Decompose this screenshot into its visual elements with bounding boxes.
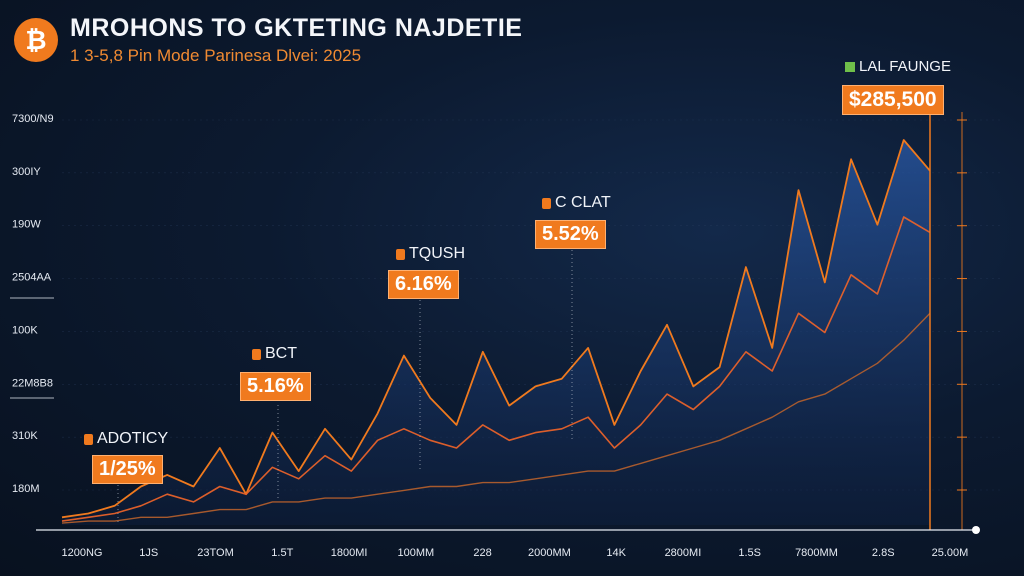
series-lines bbox=[61, 139, 931, 524]
annotation-label-text: TQUSH bbox=[409, 245, 465, 262]
y-tick-label: 100K bbox=[12, 324, 38, 336]
bitcoin-logo-icon: ₿ bbox=[14, 18, 58, 62]
annotation-value-1: 1/25% bbox=[92, 455, 163, 484]
tag-icon bbox=[396, 248, 405, 260]
flag-icon bbox=[845, 61, 855, 72]
marker-lines bbox=[117, 112, 967, 530]
tag-icon bbox=[252, 348, 261, 360]
annotation-label-text: BCT bbox=[265, 345, 297, 362]
tag-icon bbox=[542, 197, 551, 209]
y-tick-label: 22M8B8 bbox=[12, 377, 53, 389]
x-tick-label: 2.8S bbox=[872, 547, 895, 559]
price-label: LAL FAUNGE bbox=[845, 58, 951, 75]
x-tick-label: 14K bbox=[606, 547, 626, 559]
annotation-value-3: 6.16% bbox=[388, 270, 459, 299]
series-line bbox=[61, 312, 931, 524]
price-badge: $285,500 bbox=[842, 85, 944, 115]
area-fill bbox=[62, 140, 930, 525]
y-axis-ticks: 7300/N9 300IY 190W 2504AA 100K 22M8B8 310K 180M bbox=[12, 113, 54, 495]
price-label-text: LAL FAUNGE bbox=[859, 58, 951, 75]
x-tick-label: 7800MM bbox=[795, 547, 838, 559]
x-axis-ticks: 1200NG 1JS 23TOM 1.5T 1800MI 100MM 228 2000MM 14… bbox=[62, 547, 969, 559]
axes bbox=[10, 297, 980, 534]
annotation-label-1: ADOTICY bbox=[84, 430, 168, 448]
annotation-label-3: TQUSH bbox=[396, 245, 465, 263]
x-tick-label: 23TOM bbox=[197, 547, 233, 559]
x-tick-label: 2800MI bbox=[665, 547, 702, 559]
x-tick-label: 1200NG bbox=[62, 547, 103, 559]
bitcoin-glyph: ₿ bbox=[25, 25, 47, 56]
y-tick-label: 2504AA bbox=[12, 272, 52, 284]
x-tick-label: 25.00M bbox=[932, 547, 969, 559]
annotation-value-4: 5.52% bbox=[535, 220, 606, 249]
annotation-label-4: C CLAT bbox=[542, 194, 611, 212]
x-tick-label: 1800MI bbox=[331, 547, 368, 559]
chart-title: MROHONS TO GKTETING NAJDETIE bbox=[70, 14, 523, 42]
tag-icon bbox=[84, 433, 93, 445]
y-tick-label: 190W bbox=[12, 219, 41, 231]
x-axis-end-dot bbox=[972, 526, 980, 534]
annotation-label-2: BCT bbox=[252, 345, 297, 363]
x-tick-label: 1.5T bbox=[271, 547, 293, 559]
annotation-value-2: 5.16% bbox=[240, 372, 311, 401]
x-tick-label: 228 bbox=[473, 547, 491, 559]
y-tick-label: 180M bbox=[12, 483, 40, 495]
y-tick-label: 7300/N9 bbox=[12, 113, 54, 125]
series-line bbox=[61, 139, 931, 519]
x-tick-label: 1.5S bbox=[738, 547, 761, 559]
x-tick-label: 2000MM bbox=[528, 547, 571, 559]
y-tick-label: 300IY bbox=[12, 166, 41, 178]
series-area bbox=[62, 140, 930, 525]
annotation-label-text: C CLAT bbox=[555, 194, 611, 211]
annotation-label-text: ADOTICY bbox=[97, 430, 169, 447]
y-tick-label: 310K bbox=[12, 430, 38, 442]
x-tick-label: 100MM bbox=[398, 547, 435, 559]
series-line bbox=[61, 216, 931, 522]
chart-subtitle: 1 3-5,8 Pin Mode Parinesa Dlvei: 2025 bbox=[70, 46, 362, 65]
x-tick-label: 1JS bbox=[139, 547, 158, 559]
